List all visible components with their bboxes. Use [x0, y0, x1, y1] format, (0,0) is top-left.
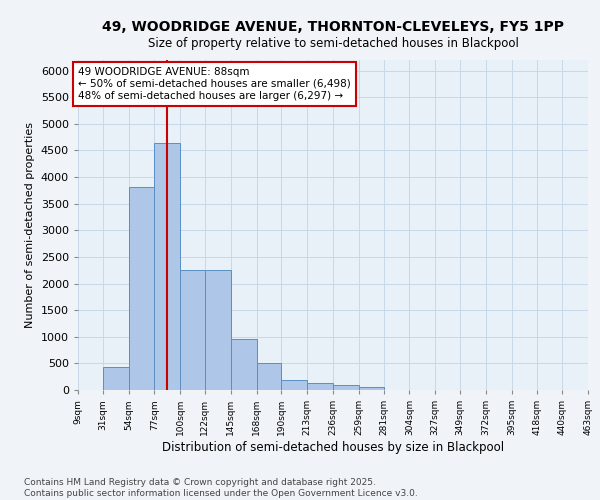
Text: 49, WOODRIDGE AVENUE, THORNTON-CLEVELEYS, FY5 1PP: 49, WOODRIDGE AVENUE, THORNTON-CLEVELEYS… [102, 20, 564, 34]
Text: Size of property relative to semi-detached houses in Blackpool: Size of property relative to semi-detach… [148, 38, 518, 51]
Bar [205, 270, 231, 390]
Text: 49 WOODRIDGE AVENUE: 88sqm
← 50% of semi-detached houses are smaller (6,498)
48%: 49 WOODRIDGE AVENUE: 88sqm ← 50% of semi… [78, 68, 351, 100]
Y-axis label: Number of semi-detached properties: Number of semi-detached properties [25, 122, 35, 328]
Bar [128, 186, 154, 390]
Bar [281, 380, 307, 390]
Bar [103, 367, 128, 390]
X-axis label: Distribution of semi-detached houses by size in Blackpool: Distribution of semi-detached houses by … [162, 441, 504, 454]
Bar [257, 364, 281, 390]
Bar [180, 270, 205, 390]
Bar [333, 384, 359, 390]
Bar [154, 142, 180, 390]
Text: Contains HM Land Registry data © Crown copyright and database right 2025.
Contai: Contains HM Land Registry data © Crown c… [24, 478, 418, 498]
Bar [231, 339, 257, 390]
Bar [307, 383, 333, 390]
Bar [359, 388, 383, 390]
